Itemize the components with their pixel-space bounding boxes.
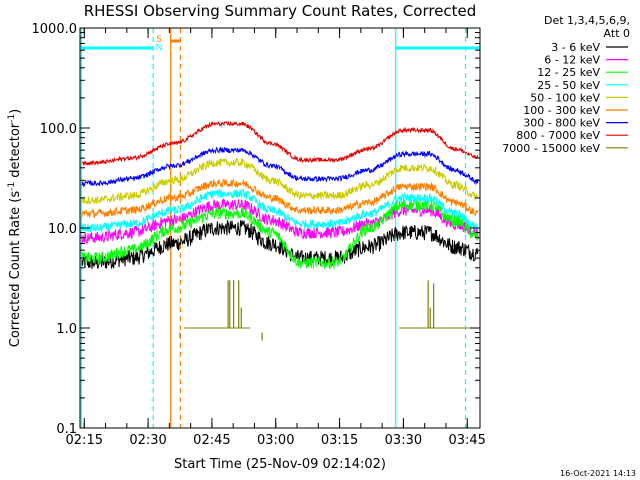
y-tick-label: 10.0: [48, 222, 77, 237]
x-tick-label: 03:15: [321, 433, 358, 448]
y-tick-label: 1.0: [56, 322, 77, 337]
y-tick-label: 1000.0: [32, 22, 78, 37]
series-line: [81, 178, 479, 219]
x-tick-label: 02:45: [193, 433, 230, 448]
y-tick-label: 0.1: [56, 422, 77, 437]
x-tick-label: 03:00: [257, 433, 294, 448]
series-line: [81, 146, 479, 188]
series-line: [81, 157, 479, 205]
series-line: [81, 188, 479, 232]
y-axis-label-main: Corrected Count Rate (s: [8, 191, 23, 348]
legend-label: 25 - 50 keV: [537, 79, 600, 92]
legend-header-line2: Att 0: [604, 27, 630, 40]
y-axis-label-mid: detector: [8, 122, 23, 182]
legend-label: 800 - 7000 keV: [516, 129, 600, 142]
plot-frame: [79, 27, 481, 429]
y-tick-label: 100.0: [40, 122, 77, 137]
legend-label: 50 - 100 keV: [530, 91, 600, 104]
footer-date: 16-Oct-2021 14:13: [560, 469, 636, 478]
axes: 0.1 1.0 10.0 100.0 1000.0 02:15 02:30 02:45 03:0…: [32, 22, 486, 448]
plot-area: SN: [80, 28, 480, 428]
legend-label: 100 - 300 keV: [523, 104, 600, 117]
x-tick-label: 02:30: [129, 433, 166, 448]
legend-label: 300 - 800 keV: [523, 117, 600, 130]
series-line: [81, 198, 479, 245]
x-tick-label: 03:30: [385, 433, 422, 448]
y-axis-label-end: ): [8, 109, 23, 114]
series-line: [81, 199, 479, 270]
legend-header-line1: Det 1,3,4,5,6,9,: [544, 14, 630, 27]
x-tick-label: 02:15: [66, 433, 103, 448]
legend-label: 3 - 6 keV: [551, 41, 600, 54]
series-line: [81, 120, 479, 167]
legend-label: 7000 - 15000 keV: [502, 142, 600, 155]
chart-title: RHESSI Observing Summary Count Rates, Co…: [84, 2, 477, 20]
legend-label: 12 - 25 keV: [537, 66, 600, 79]
flag-label-n: N: [156, 43, 163, 53]
flag-label-s: S: [156, 35, 162, 45]
y-axis-label-sup2: -1: [7, 114, 17, 123]
x-tick-label: 03:45: [448, 433, 485, 448]
legend-label: 6 - 12 keV: [544, 54, 600, 67]
y-axis-label-sup1: -1: [7, 182, 17, 191]
x-axis-label: Start Time (25-Nov-09 02:14:02): [174, 457, 386, 472]
y-axis-label: Corrected Count Rate (s-1 detector-1): [7, 109, 23, 347]
